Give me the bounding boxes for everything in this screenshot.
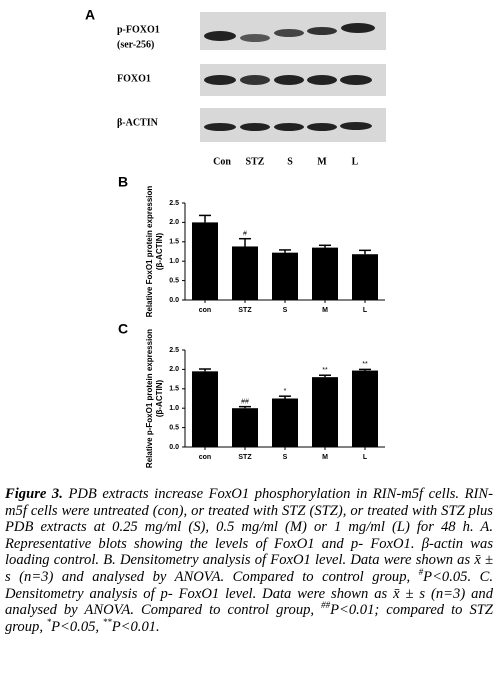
caption-text: PDB extracts increase FoxO1 phosphorylat… — [5, 486, 494, 585]
band — [341, 23, 375, 33]
annotation: ** — [362, 361, 368, 368]
row-label: β-ACTIN — [117, 117, 159, 128]
lane-label: S — [287, 156, 293, 167]
band — [340, 75, 372, 85]
caption: Figure 3. PDB extracts increase FoxO1 ph… — [5, 486, 493, 635]
band — [307, 75, 337, 85]
x-tick-label: M — [322, 454, 328, 461]
bar — [312, 377, 338, 447]
bar — [232, 246, 258, 300]
row-label: (ser-256) — [117, 39, 154, 50]
y-axis-label: Relative FoxO1 protein expression — [145, 186, 154, 318]
band — [274, 123, 304, 131]
band — [240, 34, 270, 42]
caption-text: P<0.05. C. Densitometry analysis of p- F… — [5, 568, 493, 619]
bar — [232, 408, 258, 447]
y-tick-label: 0.0 — [169, 297, 179, 304]
blot-labels: p-FOXO1 (ser-256) FOXO1 β-ACTIN Con STZ … — [117, 24, 359, 167]
lane-label: STZ — [246, 156, 265, 167]
y-tick-label: 2.0 — [169, 219, 179, 226]
caption-text: P<0.01. — [111, 618, 160, 635]
panel-label: C — [118, 321, 128, 337]
band — [204, 31, 236, 41]
lane-label: L — [352, 156, 359, 167]
band — [240, 123, 270, 131]
caption-label: Figure 3. — [5, 486, 63, 502]
y-axis-label: (β-ACTIN) — [155, 233, 164, 271]
bar — [192, 222, 218, 300]
blots — [200, 12, 386, 142]
x-tick-label: L — [363, 454, 368, 461]
annotation: ** — [322, 367, 328, 374]
y-tick-label: 1.5 — [169, 239, 179, 246]
x-tick-label: S — [283, 454, 288, 461]
x-tick-label: L — [363, 307, 368, 314]
lane-label: M — [317, 156, 327, 167]
caption-sup: * — [46, 616, 52, 627]
y-tick-label: 2.5 — [169, 200, 179, 207]
y-tick-label: 2.5 — [169, 347, 179, 354]
y-tick-label: 2.0 — [169, 366, 179, 373]
bar — [272, 252, 298, 300]
band — [204, 123, 236, 131]
y-axis-label: (β-ACTIN) — [155, 380, 164, 418]
y-tick-label: 0.0 — [169, 444, 179, 451]
caption-text: P<0.01; compared to STZ group, — [5, 602, 493, 635]
caption-text: P<0.05, — [51, 618, 103, 635]
y-tick-label: 0.5 — [169, 277, 179, 284]
bar — [352, 254, 378, 300]
band — [307, 123, 337, 131]
panel-label: A — [85, 7, 95, 23]
x-tick-label: con — [199, 307, 211, 314]
annotation: # — [243, 231, 247, 238]
bar — [312, 247, 338, 300]
bar — [352, 370, 378, 447]
caption-sup: # — [418, 567, 424, 578]
y-axis-label: Relative p-FoxO1 protein expression — [145, 329, 154, 468]
panel-label: B — [118, 174, 128, 190]
y-tick-label: 1.5 — [169, 386, 179, 393]
x-tick-label: con — [199, 454, 211, 461]
band — [274, 29, 304, 37]
x-tick-label: STZ — [238, 454, 252, 461]
annotation: ## — [241, 398, 249, 405]
x-tick-label: STZ — [238, 307, 252, 314]
y-tick-label: 0.5 — [169, 424, 179, 431]
x-tick-label: S — [283, 307, 288, 314]
band — [240, 75, 270, 85]
bar — [272, 398, 298, 447]
y-tick-label: 1.0 — [169, 405, 179, 412]
row-label: FOXO1 — [117, 73, 151, 84]
band — [340, 122, 372, 130]
y-tick-label: 1.0 — [169, 258, 179, 265]
caption-sup: ## — [321, 600, 331, 611]
x-tick-label: M — [322, 307, 328, 314]
row-label: p-FOXO1 — [117, 24, 160, 35]
band — [307, 27, 337, 35]
band — [274, 75, 304, 85]
band — [204, 75, 236, 85]
annotation: * — [284, 388, 287, 395]
figure: A p-FOXO1 (ser-256) FOXO1 β-ACTIN Con ST… — [85, 7, 386, 468]
caption-sup: ** — [102, 616, 112, 627]
lane-label: Con — [213, 156, 231, 167]
bar — [192, 371, 218, 447]
